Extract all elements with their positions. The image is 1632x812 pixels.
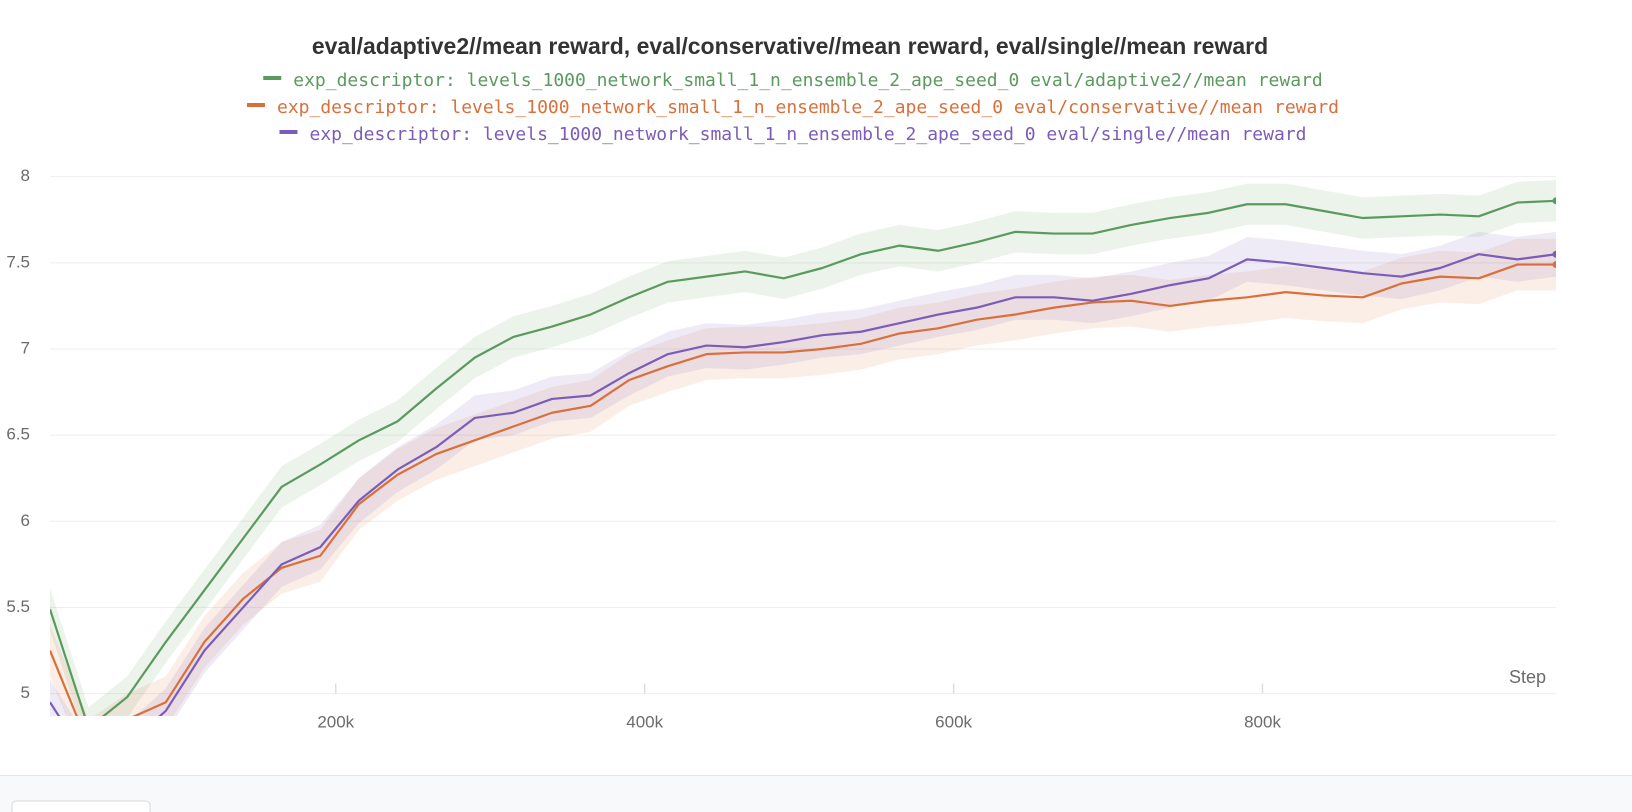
legend-label: exp_descriptor: levels_1000_network_smal… [310,124,1307,145]
end-point [1552,250,1556,258]
x-tick-label: 400k [626,712,663,731]
legend-label: exp_descriptor: levels_1000_network_smal… [293,70,1323,91]
y-tick-label: 5 [21,683,30,702]
grid: 5 5.5 6 6.5 7 7.5 8 200k 400k 600k 800k [6,166,1556,731]
band [50,180,1556,716]
x-tick-label: 800k [1244,712,1281,731]
y-tick-label: 7 [21,338,30,357]
x-tick-label: 200k [317,712,354,731]
end-point [1552,261,1556,269]
x-tick-label: 600k [935,712,972,731]
chart-title: eval/adaptive2//mean reward, eval/conser… [312,33,1268,59]
y-tick-label: 5.5 [6,597,30,616]
y-tick-label: 6.5 [6,425,30,444]
series-line [50,199,1556,716]
y-tick-label: 8 [21,166,30,185]
series-line [50,263,1556,716]
legend: exp_descriptor: levels_1000_network_smal… [246,70,1339,145]
y-tick-label: 6 [21,511,30,530]
x-axis-label: Step [1509,667,1546,687]
y-tick-label: 7.5 [6,252,30,271]
band [50,231,1556,716]
band [50,238,1556,716]
footer-bar [0,775,1632,812]
footer-button[interactable] [11,800,151,812]
end-point [1552,197,1556,205]
lines [50,197,1556,716]
legend-label: exp_descriptor: levels_1000_network_smal… [277,97,1339,118]
bands [50,180,1556,716]
series-line [50,253,1556,716]
